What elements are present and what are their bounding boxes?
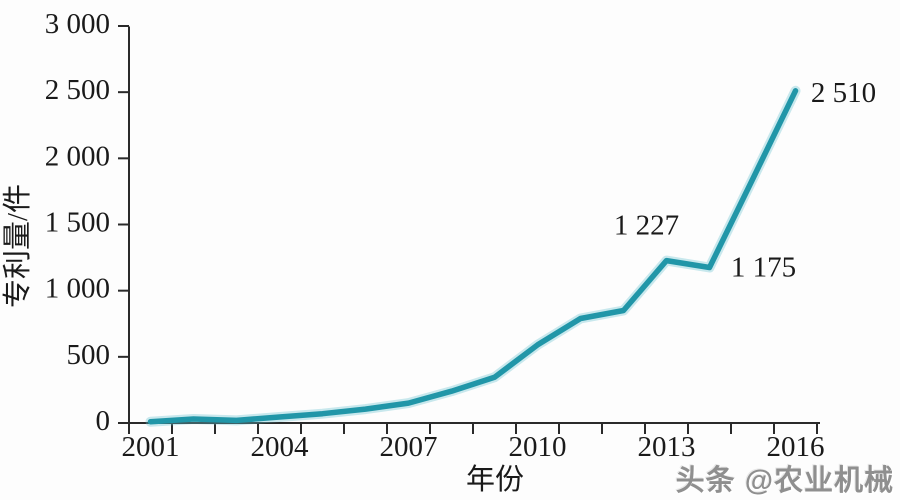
y-tick-label: 2 500 <box>45 74 110 106</box>
x-tick-label: 2004 <box>251 431 310 463</box>
axes-layer <box>118 25 820 434</box>
label-layer: 0 500 1 000 1 500 2 000 2 500 3 000 2001 2004 200… <box>45 8 876 463</box>
y-tick-label: 3 000 <box>45 8 110 40</box>
data-point-value-label: 1 227 <box>614 210 679 242</box>
y-tick-label: 2 000 <box>45 140 110 172</box>
x-tick-label: 2013 <box>638 431 696 463</box>
data-line-halo <box>145 85 801 427</box>
data-line <box>147 88 799 425</box>
axis-lines <box>128 26 820 424</box>
y-axis-title: 专利量/件 <box>1 184 34 308</box>
y-tick-label: 500 <box>67 339 111 371</box>
y-tick-label: 1 500 <box>45 207 110 239</box>
watermark-text: 头条 @农业机械 <box>675 465 894 497</box>
x-tick-label: 2007 <box>380 431 438 463</box>
x-tick-label: 2016 <box>767 431 825 463</box>
data-point-value-label: 1 175 <box>731 252 796 284</box>
x-tick-label: 2001 <box>122 431 180 463</box>
x-axis-title: 年份 <box>466 463 524 496</box>
y-tick-label: 1 000 <box>45 273 110 305</box>
data-point-value-label: 2 510 <box>811 77 876 109</box>
y-tick-label: 0 <box>96 405 111 437</box>
series-layer <box>145 85 801 427</box>
x-tick-label: 2010 <box>509 431 567 463</box>
